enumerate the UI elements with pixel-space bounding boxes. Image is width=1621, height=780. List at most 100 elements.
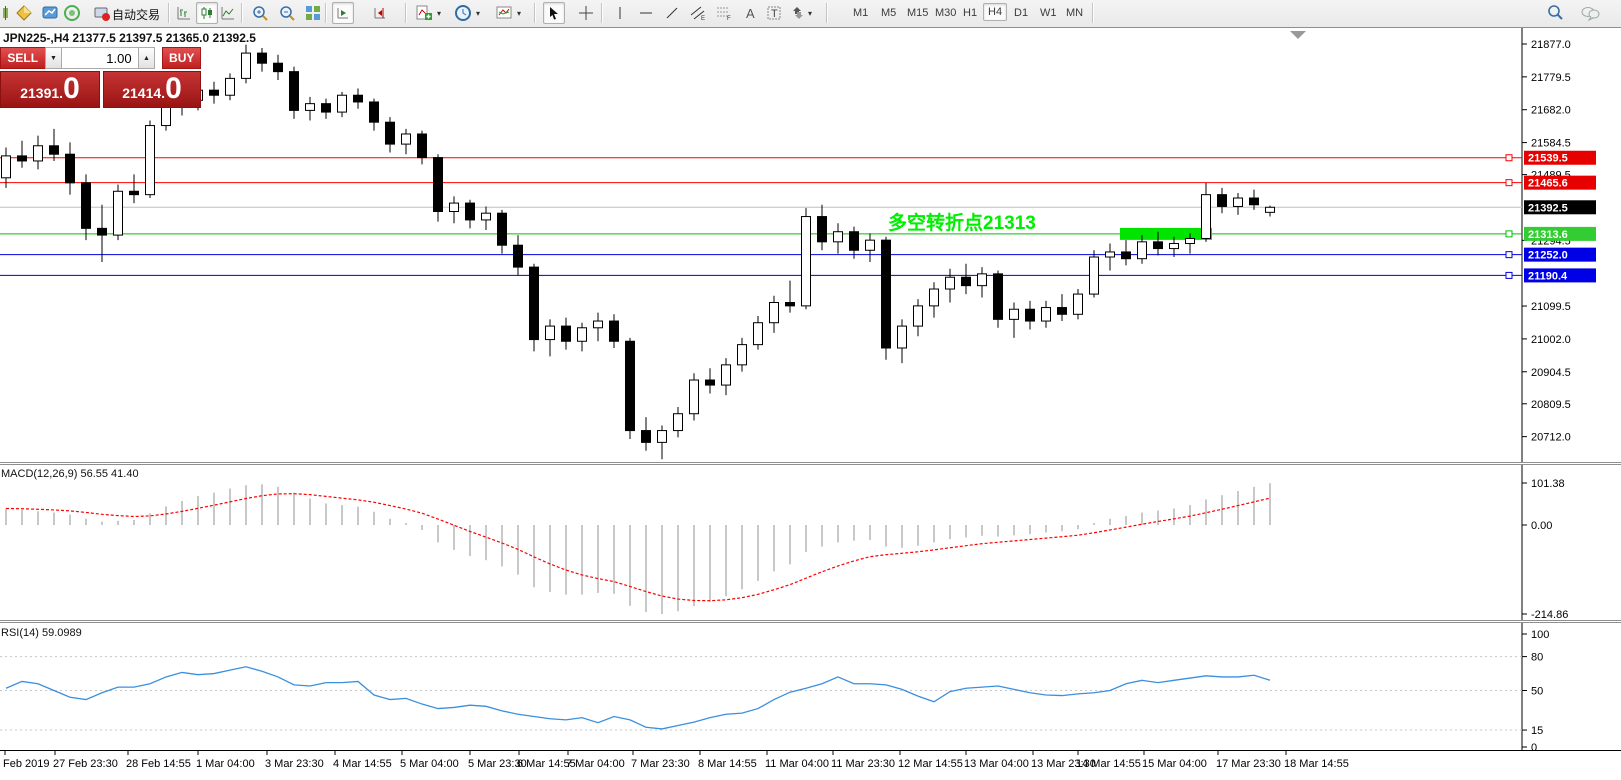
svg-text:80: 80 (1531, 652, 1543, 664)
timeframe-button-h4[interactable]: H4 (983, 3, 1008, 21)
templates-icon[interactable] (494, 3, 514, 23)
fibonacci-icon[interactable]: F (714, 3, 734, 23)
vertical-line-icon[interactable] (610, 3, 630, 23)
sell-price-pip: 0 (63, 72, 80, 105)
svg-text:21190.4: 21190.4 (1528, 270, 1568, 282)
templates-dropdown-icon[interactable]: ▾ (517, 9, 522, 18)
timeframe-button-w1[interactable]: W1 (1040, 7, 1057, 19)
svg-text:T: T (771, 8, 778, 20)
time-label: 12 Mar 14:55 (898, 758, 963, 770)
indicators-dropdown-icon[interactable]: ▾ (437, 9, 442, 18)
chat-icon[interactable] (1580, 3, 1600, 23)
time-label: 17 Mar 23:30 (1216, 758, 1281, 770)
time-label: 11 Mar 04:00 (765, 758, 829, 770)
time-label: 8 Mar 14:55 (698, 758, 757, 770)
time-label: 1 Mar 04:00 (196, 758, 255, 770)
time-axis[interactable]: Feb 2019 27 Feb 23:30 28 Feb 14:55 1 Mar 04… (0, 750, 1621, 775)
svg-text:21002.0: 21002.0 (1531, 334, 1571, 346)
svg-text:21465.6: 21465.6 (1528, 178, 1568, 190)
macd-panel[interactable]: MACD(12,26,9) 56.55 41.40 101.38 0.00 -214… (0, 465, 1621, 621)
svg-text:21313.6: 21313.6 (1528, 229, 1568, 241)
periods-icon[interactable] (453, 3, 473, 23)
periods-dropdown-icon[interactable]: ▾ (476, 9, 481, 18)
svg-text:21392.5: 21392.5 (1528, 202, 1568, 214)
volume-increase-button[interactable]: ▲ (137, 47, 156, 69)
sell-price[interactable]: 21391. 0 (0, 71, 100, 108)
chart-shift-icon[interactable] (370, 3, 390, 23)
svg-text:A: A (746, 6, 755, 20)
metaquotes-icon[interactable] (62, 3, 82, 23)
chart-title: JPN225-,H4 21377.5 21397.5 21365.0 21392… (3, 31, 256, 45)
buy-price[interactable]: 21414. 0 (103, 71, 201, 108)
auto-scroll-icon[interactable] (332, 2, 354, 24)
time-label: 13 Mar 23:30 (1031, 758, 1096, 770)
line-chart-icon[interactable] (218, 3, 238, 23)
zoom-in-icon[interactable] (250, 3, 270, 23)
svg-text:50: 50 (1531, 686, 1543, 698)
rsi-chart[interactable]: 100 80 50 15 0 (0, 623, 1621, 754)
candlestick-chart[interactable]: 21877.021779.521682.021584.521489.521294… (0, 28, 1621, 477)
time-label: 5 Mar 04:00 (400, 758, 459, 770)
timeframe-button-d1[interactable]: D1 (1014, 7, 1029, 19)
new-order-icon[interactable] (14, 3, 34, 23)
time-label: 4 Mar 14:55 (333, 758, 392, 770)
timeframe-button-m5[interactable]: M5 (881, 7, 897, 19)
one-click-trade-panel: SELL ▼ 1.00 ▲ BUY 21391. 0 21414. 0 (0, 47, 201, 108)
sell-button[interactable]: SELL (0, 47, 45, 69)
indicators-icon[interactable] (414, 3, 434, 23)
autotrade-icon[interactable] (92, 3, 112, 23)
crosshair-icon[interactable] (576, 3, 596, 23)
svg-text:15: 15 (1531, 725, 1543, 737)
svg-text:-214.86: -214.86 (1531, 609, 1568, 620)
time-label: 7 Mar 23:30 (631, 758, 690, 770)
svg-text:21877.0: 21877.0 (1531, 39, 1571, 51)
rsi-panel[interactable]: RSI(14) 59.0989 100 80 50 15 0 (0, 623, 1621, 754)
time-axis-labels: Feb 2019 27 Feb 23:30 28 Feb 14:55 1 Mar 04… (3, 751, 1349, 770)
trendline-icon[interactable] (662, 3, 682, 23)
timeframe-button-m1[interactable]: M1 (853, 7, 869, 19)
time-label: 27 Feb 23:30 (53, 758, 118, 770)
time-label: 18 Mar 14:55 (1284, 758, 1349, 770)
chart-partial-icon[interactable] (0, 3, 12, 23)
svg-text:101.38: 101.38 (1531, 478, 1565, 490)
timeframe-button-h1[interactable]: H1 (963, 7, 978, 19)
volume-decrease-button[interactable]: ▼ (44, 47, 63, 69)
main-chart-panel[interactable]: 21877.0 21779.5 21682.0 21584.5 21489.5 21294… (0, 28, 1621, 477)
macd-chart[interactable]: 101.38 0.00 -214.86 (0, 465, 1621, 621)
cursor-icon[interactable] (543, 2, 565, 24)
toolbar-separator (601, 3, 603, 23)
buy-button[interactable]: BUY (162, 47, 201, 69)
volume-input[interactable]: 1.00 (62, 47, 138, 69)
label-icon[interactable]: T (764, 3, 784, 23)
toolbar-separator (405, 3, 407, 23)
time-label: 6 Mar 14:55 (517, 758, 576, 770)
arrows-dropdown-icon[interactable]: ▾ (808, 9, 813, 18)
macd-title: MACD(12,26,9) 56.55 41.40 (1, 468, 139, 480)
toolbar: 自动交易 ▾ ▾ ▾ E F A T (0, 0, 1621, 28)
horizontal-line-icon[interactable] (636, 3, 656, 23)
bar-chart-icon[interactable] (174, 3, 194, 23)
timeframe-button-mn[interactable]: MN (1066, 7, 1084, 19)
panel-separator[interactable] (0, 462, 1621, 465)
arrows-icon[interactable] (788, 3, 808, 23)
channel-icon[interactable]: E (688, 3, 708, 23)
svg-text:20904.5: 20904.5 (1531, 367, 1571, 379)
timeframe-button-m15[interactable]: M15 (907, 7, 929, 19)
profile-icon[interactable] (40, 3, 60, 23)
time-label: 13 Mar 04:00 (964, 758, 1029, 770)
candle-chart-icon[interactable] (196, 2, 218, 24)
panel-separator[interactable] (0, 620, 1621, 623)
time-label: 5 Mar 23:30 (468, 758, 527, 770)
svg-text:F: F (727, 16, 731, 21)
search-icon[interactable] (1545, 3, 1565, 23)
toolbar-separator (826, 3, 828, 23)
autotrade-button[interactable]: 自动交易 (112, 8, 161, 22)
rsi-title: RSI(14) 59.0989 (1, 627, 82, 639)
zoom-out-icon[interactable] (277, 3, 297, 23)
time-label: 15 Mar 04:00 (1142, 758, 1207, 770)
tile-windows-icon[interactable] (303, 3, 323, 23)
sell-price-main: 21391. (20, 85, 64, 101)
text-icon[interactable]: A (740, 3, 760, 23)
toolbar-separator (534, 3, 536, 23)
timeframe-button-m30[interactable]: M30 (935, 7, 957, 19)
